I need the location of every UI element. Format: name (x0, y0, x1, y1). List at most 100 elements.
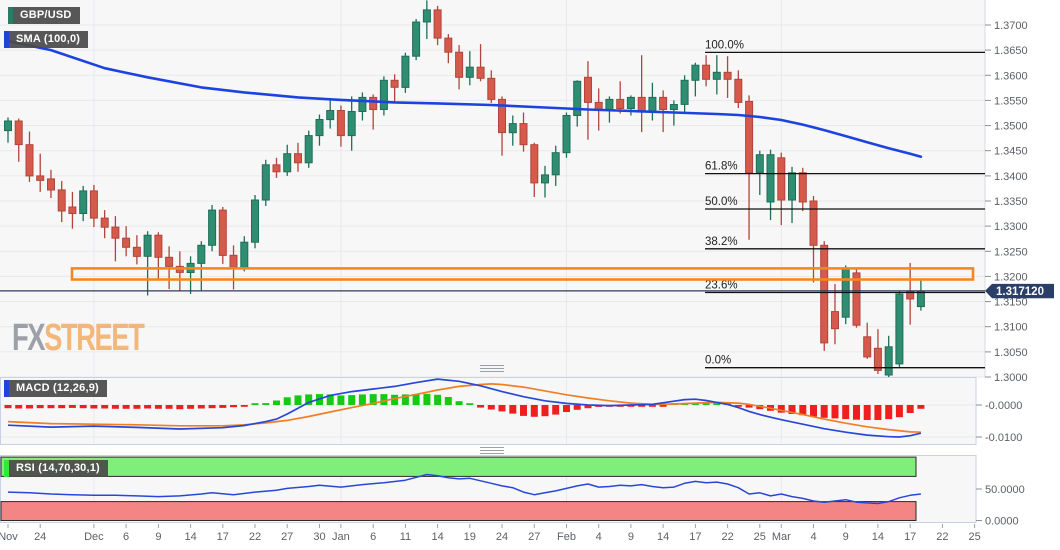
candle (444, 34, 453, 64)
candle (347, 96, 356, 151)
fxstreet-watermark: FX STREET (12, 319, 145, 357)
price-tick-label: 1.3350 (994, 196, 1028, 208)
candle (218, 207, 227, 264)
candle (616, 81, 625, 114)
candle (25, 131, 34, 182)
time-tick-label: 17 (217, 531, 229, 543)
candle (831, 284, 839, 345)
macd-panel: -0.0000 -0.0100 (0, 377, 1022, 445)
macd-histogram-bar-down (831, 405, 839, 419)
macd-histogram-bar-up (702, 403, 710, 405)
candle (712, 55, 721, 95)
time-tick-label: 4 (596, 531, 602, 543)
support-zone-box (70, 267, 975, 281)
candle (208, 205, 217, 252)
time-tick-label: 11 (400, 531, 411, 543)
macd-histogram-bar-up (326, 394, 334, 405)
candle (465, 51, 474, 86)
macd-histogram-bar-up (380, 394, 388, 405)
rsi-oversold-band (0, 501, 917, 522)
macd-histogram-bar-down (187, 405, 195, 409)
candle (132, 235, 141, 265)
macd-histogram-bar-down (79, 405, 87, 409)
candle (294, 142, 302, 172)
macd-histogram-bar-down (659, 405, 667, 407)
candle (777, 152, 786, 226)
macd-histogram-bar-up (283, 397, 291, 405)
macd-histogram-bar-up (369, 394, 377, 405)
time-tick-label: 22 (249, 531, 261, 543)
macd-histogram-bar-down (734, 405, 742, 407)
candle (573, 80, 582, 127)
price-tick-label: 1.3150 (994, 297, 1028, 309)
macd-histogram-bar-down (799, 405, 807, 416)
macd-histogram-bar-down (26, 405, 33, 409)
macd-histogram-bar-up (294, 395, 302, 405)
macd-panel-resize-handle[interactable] (480, 365, 504, 374)
macd-histogram-bar-up (455, 401, 463, 405)
macd-histogram-bar-down (885, 405, 893, 420)
fib-level-label: 38.2% (705, 236, 738, 248)
macd-label: MACD (12,26,9) (9, 380, 107, 397)
time-tick-label: 14 (431, 531, 443, 543)
time-tick-label: 17 (689, 531, 701, 543)
macd-histogram-bar-down (144, 405, 152, 409)
price-tick-label: 1.3450 (994, 146, 1028, 158)
macd-indicator-badge[interactable]: MACD (12,26,9) (4, 380, 107, 397)
candle (47, 169, 55, 198)
fib-level-label: 61.8% (705, 161, 738, 173)
price-tick-label: 1.3250 (994, 246, 1028, 258)
candle (57, 180, 66, 223)
candle (390, 74, 399, 102)
macd-histogram-bar-down (165, 405, 173, 409)
macd-histogram-bar-down (101, 405, 109, 409)
candle (358, 92, 367, 121)
macd-histogram-bar-up (466, 403, 474, 405)
time-tick-label: 25 (968, 531, 980, 543)
rsi-indicator-badge[interactable]: RSI (14,70,30,1) (4, 460, 108, 477)
candle (251, 195, 259, 249)
candle (519, 112, 528, 152)
macd-histogram-bar-down (552, 405, 560, 415)
candle (562, 112, 571, 158)
macd-histogram-bar-down (563, 405, 570, 412)
candle (852, 269, 861, 328)
candle (304, 130, 313, 168)
sma-indicator-badge[interactable]: SMA (100,0) (4, 31, 89, 48)
price-tick-label: 1.3600 (994, 70, 1028, 82)
macd-histogram-bar-up (412, 394, 420, 405)
time-tick-label: 22 (936, 531, 948, 543)
rsi-line (7, 473, 921, 505)
symbol-label: GBP/USD (13, 7, 80, 24)
macd-histogram-bar-down (777, 405, 785, 413)
macd-histogram-bar-down (820, 405, 828, 418)
macd-histogram-bar-down (219, 405, 227, 408)
candle (884, 335, 893, 378)
candle (379, 76, 388, 116)
candle (79, 185, 88, 222)
candle (401, 52, 410, 93)
sma-accent-bar (4, 31, 9, 48)
candle (487, 70, 496, 103)
macd-histogram-bar-up (251, 403, 259, 405)
macd-histogram-bar-down (15, 405, 23, 409)
fib-level-label: 0.0% (705, 355, 731, 367)
candle (508, 115, 517, 146)
candle (734, 70, 743, 108)
macd-histogram-bar-down (208, 405, 216, 409)
macd-histogram-bar-up (262, 403, 270, 405)
macd-histogram-bar-up (358, 394, 366, 405)
price-tick-label: 1.3650 (994, 45, 1028, 57)
time-tick-label: 9 (155, 531, 161, 543)
price-axis: 1.3700 1.3650 1.3600 1.3550 1.3500 1.3450 1.34… (985, 20, 1028, 384)
macd-histogram-bar-down (627, 405, 635, 407)
rsi-panel-resize-handle[interactable] (480, 447, 504, 456)
macd-histogram-bar-down (509, 405, 517, 414)
time-tick-label: 27 (528, 531, 540, 543)
macd-histogram-bar-up (305, 394, 313, 405)
macd-histogram-bar-down (573, 405, 581, 410)
macd-histogram-bar-down (648, 405, 656, 407)
macd-histogram-bar-down (530, 405, 538, 417)
symbol-badge[interactable]: GBP/USD (8, 7, 80, 24)
